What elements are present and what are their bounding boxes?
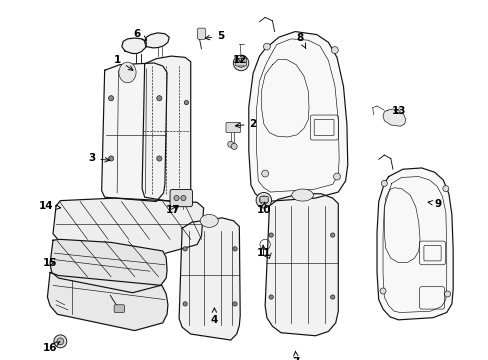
- Polygon shape: [248, 32, 347, 202]
- Text: 8: 8: [296, 33, 305, 48]
- Circle shape: [57, 338, 63, 345]
- Circle shape: [108, 96, 114, 101]
- Circle shape: [379, 288, 385, 294]
- Text: 6: 6: [133, 29, 146, 40]
- Text: 13: 13: [391, 106, 406, 116]
- Polygon shape: [376, 168, 452, 320]
- Circle shape: [157, 156, 162, 161]
- Text: 12: 12: [232, 54, 247, 64]
- Circle shape: [232, 247, 237, 251]
- Polygon shape: [47, 273, 167, 330]
- Circle shape: [268, 233, 273, 237]
- FancyBboxPatch shape: [170, 189, 192, 207]
- Polygon shape: [179, 218, 240, 340]
- Text: 4: 4: [210, 308, 218, 325]
- Polygon shape: [382, 109, 405, 126]
- Text: 1: 1: [114, 54, 133, 70]
- Polygon shape: [142, 56, 190, 204]
- Circle shape: [256, 193, 271, 208]
- Ellipse shape: [119, 62, 136, 83]
- Polygon shape: [53, 198, 203, 254]
- Circle shape: [381, 180, 386, 186]
- Circle shape: [184, 100, 188, 105]
- Circle shape: [227, 141, 233, 147]
- Circle shape: [331, 47, 338, 54]
- FancyBboxPatch shape: [225, 122, 240, 133]
- Circle shape: [181, 195, 185, 201]
- Text: 15: 15: [42, 258, 57, 267]
- Text: 9: 9: [427, 199, 441, 209]
- Circle shape: [174, 195, 179, 201]
- Text: 11: 11: [256, 245, 270, 258]
- Text: 17: 17: [166, 205, 181, 215]
- FancyBboxPatch shape: [260, 196, 267, 202]
- Polygon shape: [122, 38, 146, 54]
- Circle shape: [233, 55, 248, 71]
- Text: 16: 16: [42, 342, 60, 353]
- Polygon shape: [144, 33, 169, 48]
- FancyBboxPatch shape: [114, 305, 124, 312]
- Polygon shape: [50, 239, 167, 293]
- Circle shape: [442, 186, 448, 192]
- Polygon shape: [264, 194, 338, 336]
- Polygon shape: [102, 63, 167, 202]
- Ellipse shape: [291, 189, 313, 201]
- Circle shape: [263, 43, 270, 50]
- Circle shape: [261, 170, 268, 177]
- FancyBboxPatch shape: [197, 28, 205, 39]
- Circle shape: [330, 233, 334, 237]
- Text: 14: 14: [39, 201, 61, 211]
- Text: 2: 2: [235, 119, 256, 129]
- Text: 7: 7: [292, 351, 299, 360]
- Circle shape: [183, 302, 187, 306]
- FancyBboxPatch shape: [235, 58, 246, 66]
- Circle shape: [333, 173, 340, 180]
- Text: 5: 5: [205, 31, 224, 41]
- Circle shape: [268, 295, 273, 299]
- Circle shape: [444, 291, 449, 297]
- Text: 3: 3: [88, 153, 109, 163]
- Circle shape: [54, 335, 67, 348]
- Circle shape: [232, 302, 237, 306]
- Circle shape: [330, 295, 334, 299]
- Ellipse shape: [200, 215, 218, 227]
- Text: 10: 10: [256, 202, 270, 215]
- Circle shape: [108, 156, 114, 161]
- Circle shape: [157, 96, 162, 101]
- Circle shape: [231, 143, 237, 149]
- Circle shape: [183, 247, 187, 251]
